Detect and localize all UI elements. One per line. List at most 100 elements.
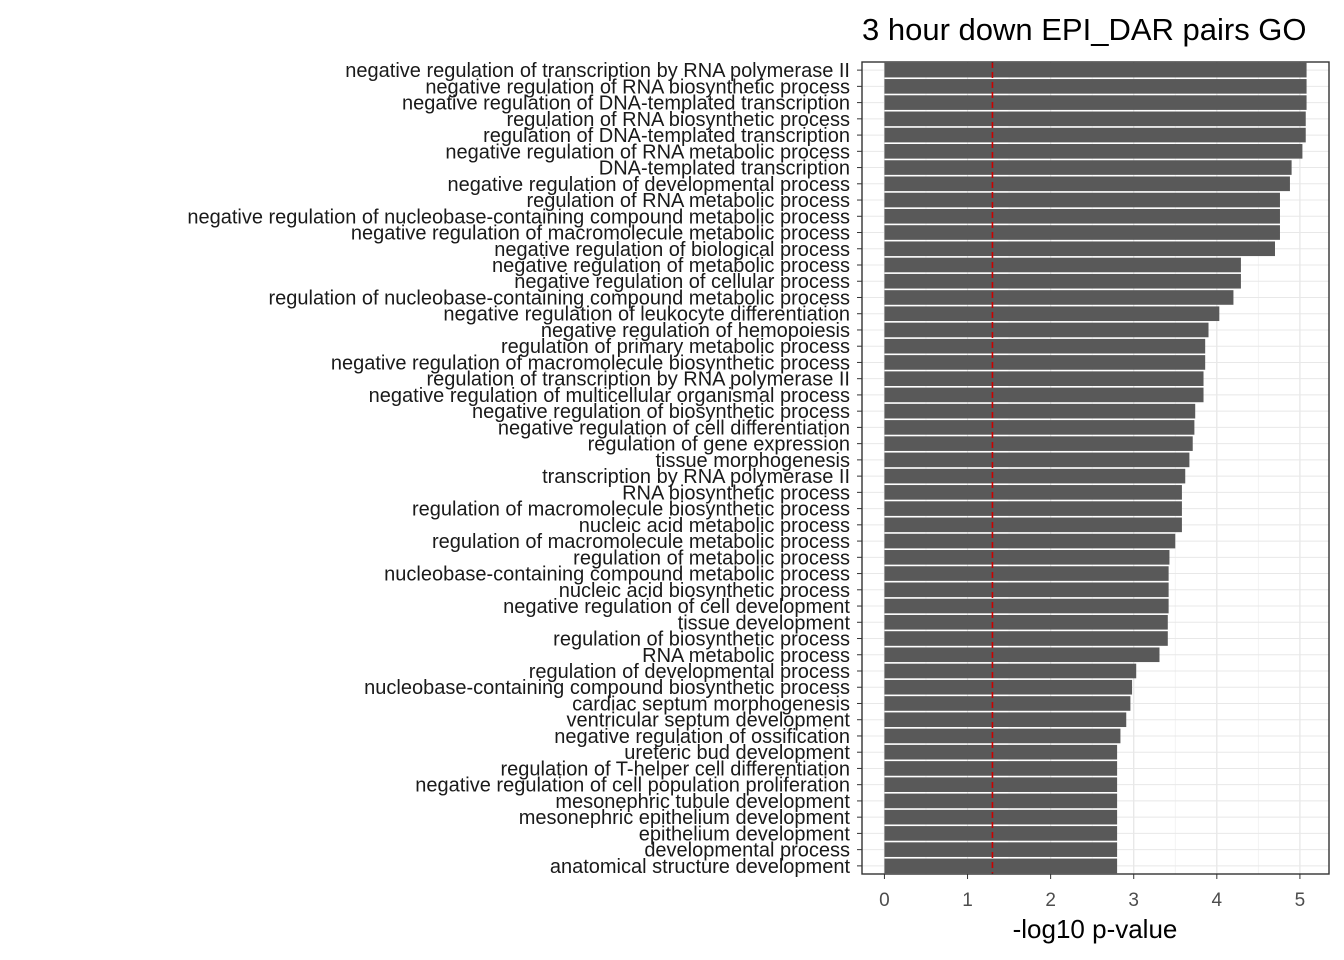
bar — [884, 631, 1168, 646]
category-label: regulation of gene expression — [588, 434, 850, 456]
x-axis-title: -log10 p-value — [1013, 914, 1178, 944]
bar — [884, 485, 1182, 500]
bar — [884, 420, 1195, 435]
bar — [884, 793, 1118, 809]
bar — [884, 809, 1118, 825]
category-label: regulation of RNA metabolic process — [527, 190, 851, 212]
bar — [884, 452, 1190, 468]
category-label: regulation of developmental process — [529, 661, 850, 683]
x-tick-label: 1 — [962, 890, 973, 911]
bar — [884, 777, 1118, 792]
bar — [884, 387, 1204, 403]
x-tick-label: 4 — [1212, 890, 1223, 911]
category-label: tissue development — [678, 612, 851, 634]
bar — [884, 533, 1176, 549]
category-label: regulation of macromolecule metabolic pr… — [432, 531, 850, 553]
category-label: negative regulation of transcription by … — [345, 60, 850, 82]
bar — [884, 322, 1209, 338]
category-label: regulation of primary metabolic process — [501, 336, 850, 358]
bar — [884, 842, 1118, 857]
category-label: negative regulation of leukocyte differe… — [443, 304, 850, 326]
bar — [884, 306, 1220, 322]
category-labels: negative regulation of transcription by … — [187, 60, 862, 878]
category-label: negative regulation of macromolecule met… — [351, 223, 850, 245]
bar — [884, 111, 1306, 127]
bar — [884, 468, 1186, 484]
bar — [884, 355, 1206, 370]
bar — [884, 290, 1234, 305]
category-label: mesonephric tubule development — [555, 791, 850, 813]
category-label: ureteric bud development — [624, 742, 850, 764]
bar — [884, 176, 1290, 192]
category-label: cardiac septum morphogenesis — [572, 693, 850, 715]
category-label: negative regulation of RNA biosynthetic … — [425, 76, 850, 98]
bar — [884, 62, 1307, 78]
category-label: regulation of nucleobase-containing comp… — [269, 287, 850, 309]
category-label: negative regulation of developmental pro… — [448, 174, 850, 196]
category-label: negative regulation of cell differentiat… — [498, 417, 850, 439]
bar — [884, 501, 1182, 516]
category-label: nucleic acid biosynthetic process — [559, 580, 850, 602]
category-label: negative regulation of cell development — [503, 596, 850, 618]
category-label: nucleic acid metabolic process — [579, 515, 850, 537]
category-label: regulation of DNA-templated transcriptio… — [483, 125, 850, 147]
bar — [884, 517, 1182, 533]
category-label: developmental process — [644, 840, 850, 862]
bar — [884, 679, 1133, 695]
category-label: nucleobase-containing compound metabolic… — [384, 564, 850, 586]
bar — [884, 338, 1206, 354]
category-label: negative regulation of nucleobase-contai… — [187, 206, 850, 228]
bar — [884, 371, 1204, 386]
category-label: RNA biosynthetic process — [622, 482, 850, 504]
plot-border — [861, 61, 1330, 875]
category-label: anatomical structure development — [550, 856, 851, 878]
bar — [884, 696, 1131, 711]
bar — [884, 225, 1280, 240]
category-label: regulation of macromolecule biosynthetic… — [412, 499, 850, 521]
bar — [884, 826, 1118, 841]
x-tick-label: 0 — [879, 890, 890, 911]
bar — [884, 79, 1307, 94]
bar — [884, 647, 1160, 663]
bar — [884, 663, 1137, 679]
category-label: negative regulation of cell population p… — [415, 775, 850, 797]
category-label: RNA metabolic process — [642, 645, 850, 667]
x-tick-label: 2 — [1045, 890, 1056, 911]
bar — [884, 566, 1169, 581]
category-label: negative regulation of cellular process — [514, 271, 850, 293]
category-label: epithelium development — [639, 823, 851, 845]
x-tick-label: 3 — [1128, 890, 1139, 911]
bar — [884, 208, 1280, 224]
bar — [884, 598, 1169, 614]
category-label: transcription by RNA polymerase II — [542, 466, 850, 488]
bar — [884, 273, 1241, 289]
category-label: negative regulation of macromolecule bio… — [331, 352, 850, 374]
bar — [884, 241, 1275, 257]
bar — [884, 95, 1307, 110]
bar — [884, 127, 1306, 143]
x-tick-label: 5 — [1295, 890, 1306, 911]
bar — [884, 712, 1127, 728]
category-label: negative regulation of ossification — [554, 726, 850, 748]
bar — [884, 744, 1118, 760]
category-label: mesonephric epithelium development — [519, 807, 851, 829]
category-label: negative regulation of RNA metabolic pro… — [445, 141, 850, 163]
category-label: nucleobase-containing compound biosynthe… — [364, 677, 850, 699]
category-label: negative regulation of multicellular org… — [369, 385, 850, 407]
bar — [884, 192, 1280, 208]
category-label: regulation of T-helper cell differentiat… — [501, 758, 850, 780]
bar — [884, 858, 1118, 874]
category-label: negative regulation of metabolic process — [492, 255, 850, 277]
category-label: negative regulation of DNA-templated tra… — [402, 93, 850, 115]
bar — [884, 257, 1241, 273]
category-label: regulation of transcription by RNA polym… — [426, 369, 850, 391]
x-axis: 0 1 2 3 4 5 — [879, 874, 1305, 911]
bar — [884, 550, 1170, 565]
bar — [884, 582, 1169, 598]
bar — [884, 614, 1168, 630]
category-label: negative regulation of biosynthetic proc… — [472, 401, 850, 423]
category-label: regulation of metabolic process — [573, 547, 850, 569]
bar — [884, 728, 1121, 744]
category-label: regulation of biosynthetic process — [553, 629, 850, 651]
